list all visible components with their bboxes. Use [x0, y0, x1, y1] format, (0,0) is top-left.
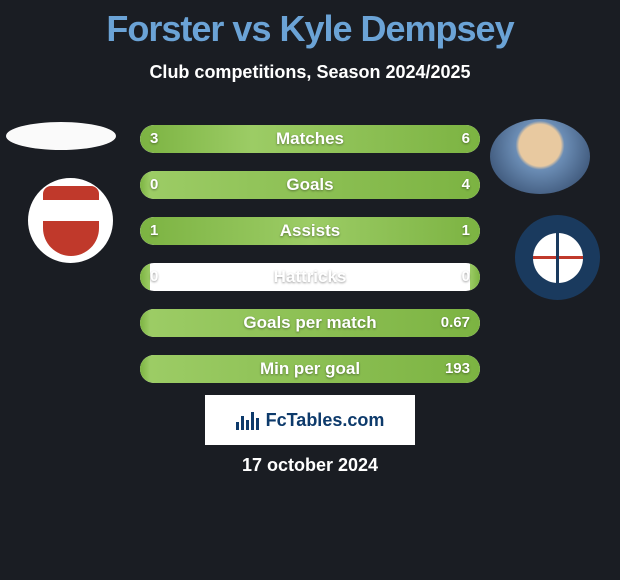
stat-row-goals: 0 Goals 4: [140, 171, 480, 199]
stat-label: Min per goal: [140, 355, 480, 383]
stat-label: Goals per match: [140, 309, 480, 337]
stat-row-goals-per-match: Goals per match 0.67: [140, 309, 480, 337]
stat-right-value: 4: [462, 171, 470, 199]
fctables-text: FcTables.com: [266, 410, 385, 431]
stat-label: Matches: [140, 125, 480, 153]
stat-right-value: 0: [462, 263, 470, 291]
fctables-link[interactable]: FcTables.com: [205, 395, 415, 445]
stat-row-min-per-goal: Min per goal 193: [140, 355, 480, 383]
stats-container: 3 Matches 6 0 Goals 4 1 Assists 1 0 Hatt…: [140, 125, 480, 401]
player-left-avatar: [6, 122, 116, 150]
date-text: 17 october 2024: [0, 455, 620, 476]
stat-right-value: 1: [462, 217, 470, 245]
stat-label: Goals: [140, 171, 480, 199]
stat-right-value: 6: [462, 125, 470, 153]
stat-right-value: 0.67: [441, 309, 470, 337]
fctables-icon: [236, 410, 262, 430]
player-right-avatar: [490, 119, 590, 194]
stat-row-matches: 3 Matches 6: [140, 125, 480, 153]
stat-label: Assists: [140, 217, 480, 245]
club-left-logo: [28, 178, 113, 263]
page-title: Forster vs Kyle Dempsey: [0, 0, 620, 50]
stat-right-value: 193: [445, 355, 470, 383]
stat-row-hattricks: 0 Hattricks 0: [140, 263, 480, 291]
subtitle: Club competitions, Season 2024/2025: [0, 62, 620, 83]
stat-row-assists: 1 Assists 1: [140, 217, 480, 245]
stat-label: Hattricks: [140, 263, 480, 291]
club-right-logo: [515, 215, 600, 300]
